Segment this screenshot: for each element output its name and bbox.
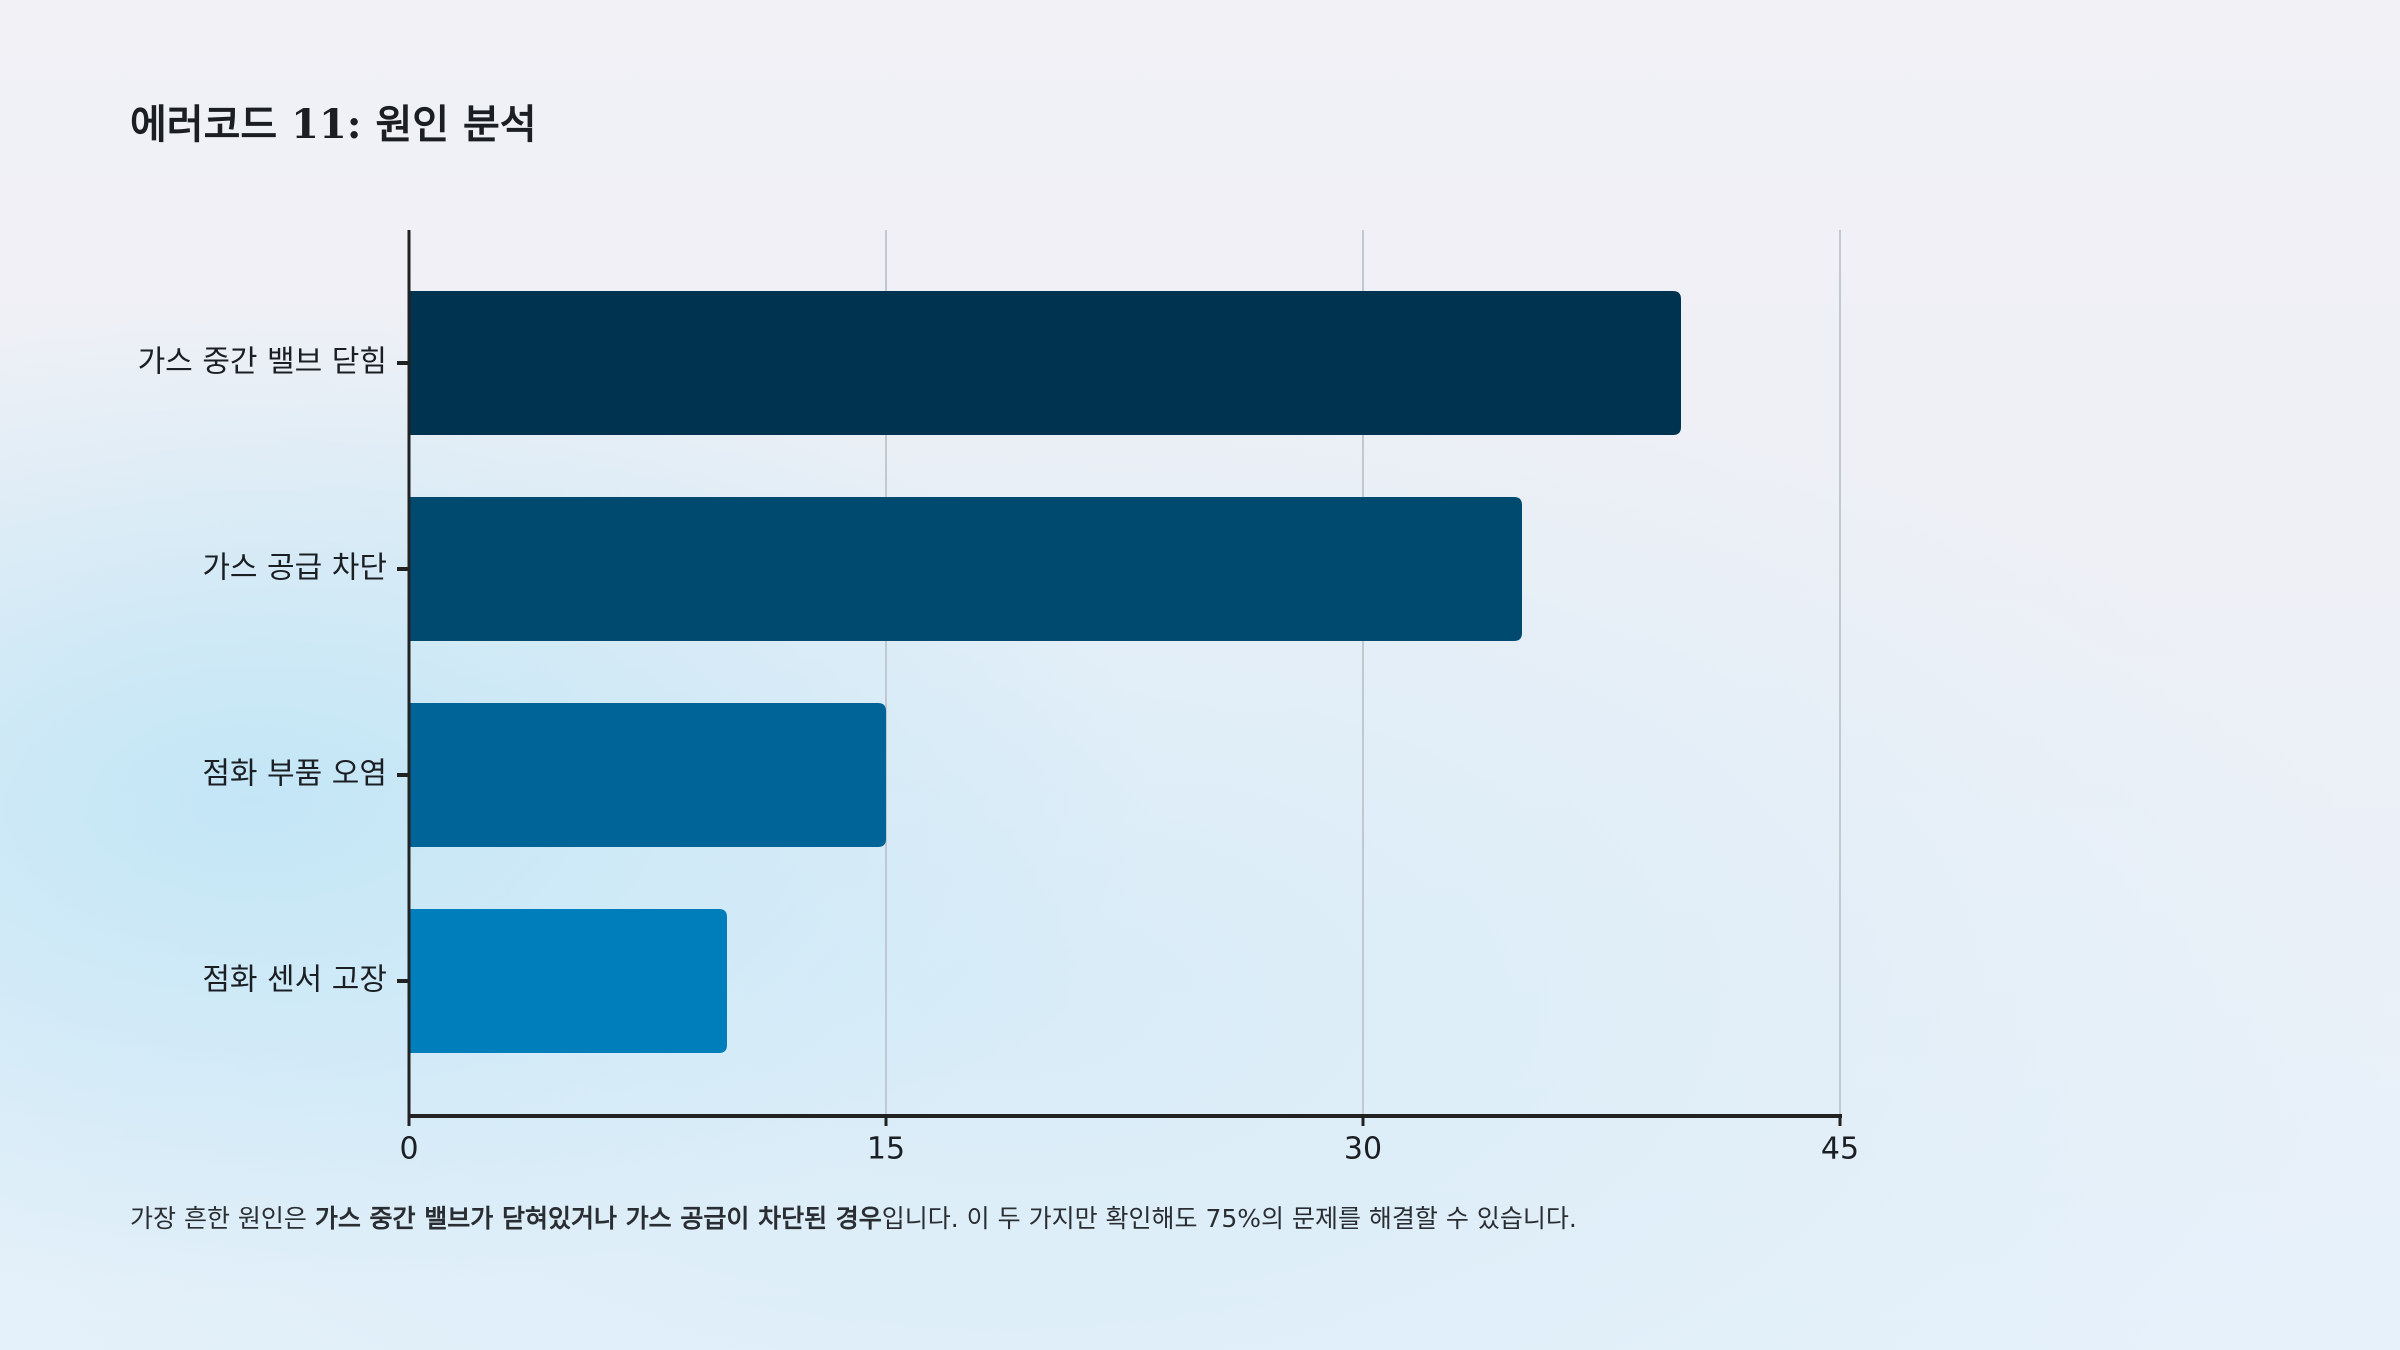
x-tick-label: 45 (1821, 1132, 1859, 1167)
y-tick-label: 점화 부품 오염 (202, 757, 387, 792)
bar (409, 291, 1681, 435)
y-tick-label: 가스 공급 차단 (202, 551, 387, 586)
caption: 가장 흔한 원인은 가스 중간 밸브가 닫혀있거나 가스 공급이 차단된 경우입… (130, 1204, 1577, 1233)
caption-part: 입니다. 이 두 가지만 확인해도 75%의 문제를 해결할 수 있습니다. (882, 1204, 1577, 1233)
x-tick-label: 0 (399, 1132, 418, 1167)
bar (409, 497, 1522, 641)
y-tick-label: 가스 중간 밸브 닫힘 (138, 345, 387, 380)
bar (409, 703, 886, 847)
caption-emphasis: 가스 중간 밸브가 닫혀있거나 가스 공급이 차단된 경우 (315, 1204, 882, 1233)
caption-part: 가장 흔한 원인은 (130, 1204, 315, 1233)
chart-title: 에러코드 11: 원인 분석 (130, 101, 537, 148)
y-tick-label: 점화 센서 고장 (202, 963, 387, 998)
x-tick-label: 15 (867, 1132, 905, 1167)
bar (409, 909, 727, 1053)
x-tick-label: 30 (1344, 1132, 1382, 1167)
